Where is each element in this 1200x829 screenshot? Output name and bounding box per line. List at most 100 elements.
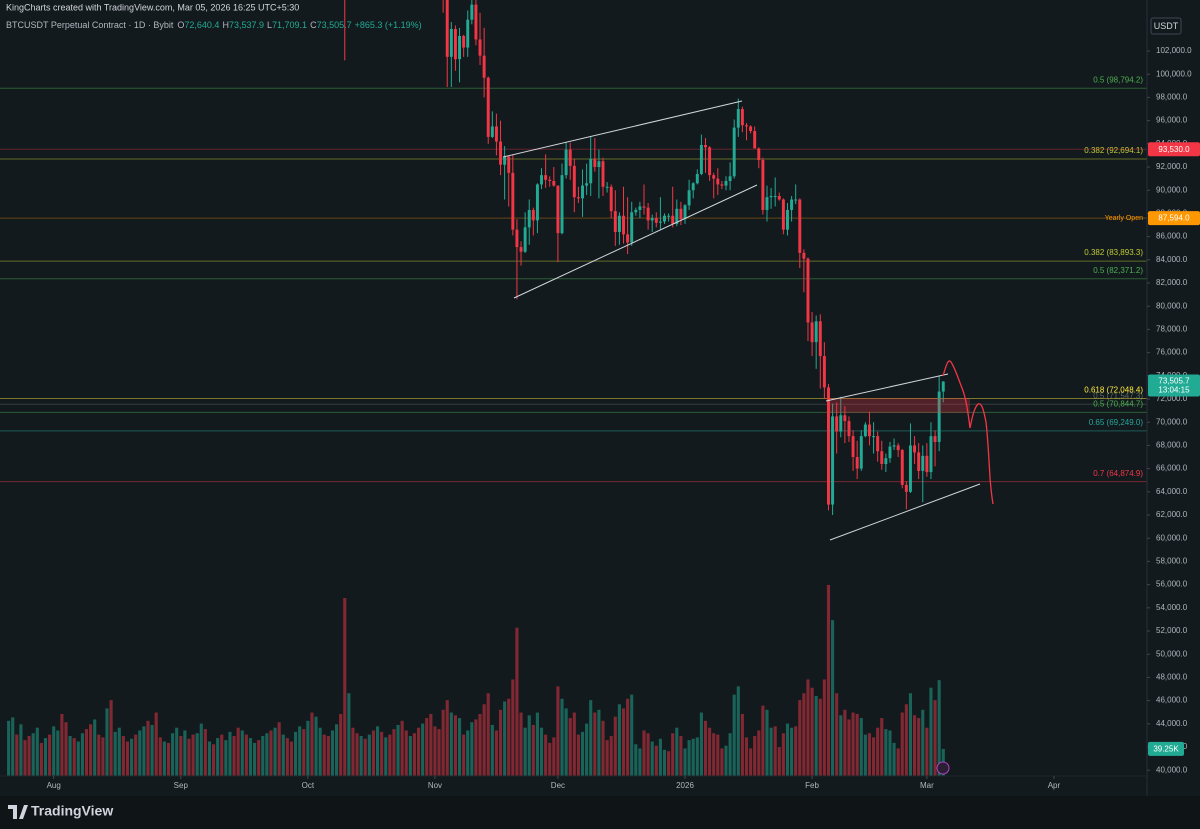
price-box bbox=[1148, 211, 1200, 226]
volume-bar bbox=[515, 627, 519, 776]
volume-bar bbox=[462, 734, 466, 776]
candle-body bbox=[581, 185, 584, 199]
candle-body bbox=[523, 227, 527, 252]
volume-bar bbox=[322, 734, 326, 776]
candle-body bbox=[572, 165, 576, 198]
volume-bar bbox=[699, 712, 703, 776]
volume-bar bbox=[105, 708, 109, 776]
volume-bar bbox=[630, 694, 634, 776]
candle-body bbox=[515, 229, 519, 248]
candle-body bbox=[650, 218, 654, 221]
volume-bar bbox=[445, 700, 449, 776]
volume-bar bbox=[937, 680, 941, 776]
volume-bar bbox=[183, 730, 187, 776]
candle-body bbox=[691, 183, 695, 191]
volume-bar bbox=[89, 724, 93, 776]
candle-body bbox=[613, 211, 617, 232]
volume-bar bbox=[613, 716, 617, 776]
volume-bar bbox=[371, 730, 376, 776]
volume-bar bbox=[294, 731, 298, 776]
fib-label: 0.65 (69,249.0) bbox=[1089, 418, 1144, 427]
candle-body bbox=[933, 436, 937, 442]
volume-bar bbox=[662, 749, 667, 776]
volume-bar bbox=[646, 733, 650, 776]
candle-body bbox=[470, 4, 474, 20]
volume-bar bbox=[855, 713, 859, 776]
volume-bar bbox=[642, 730, 646, 776]
volume-bar bbox=[273, 727, 277, 776]
candle-body bbox=[695, 173, 699, 184]
y-tick-label: 100,000.0 bbox=[1156, 69, 1192, 78]
candle-body bbox=[802, 252, 806, 259]
volume-bar bbox=[240, 730, 244, 776]
volume-bar bbox=[531, 724, 535, 776]
candle-body bbox=[486, 77, 490, 137]
volume-bar bbox=[503, 701, 507, 776]
candle-body bbox=[564, 149, 568, 176]
y-tick-label: 40,000.0 bbox=[1156, 765, 1188, 774]
volume-bar bbox=[814, 696, 818, 776]
candle-body bbox=[847, 421, 851, 437]
candle-body bbox=[712, 175, 716, 179]
volume-bar bbox=[367, 734, 371, 776]
candle-body bbox=[720, 184, 724, 186]
price-box bbox=[1148, 142, 1200, 157]
candle-body bbox=[507, 156, 511, 173]
candle-body bbox=[535, 184, 539, 221]
candle-body bbox=[892, 445, 896, 447]
candle-body bbox=[880, 451, 884, 464]
volume-bar bbox=[683, 748, 687, 776]
volume-bar bbox=[27, 736, 31, 776]
volume-bar bbox=[125, 741, 130, 776]
volume-bar bbox=[482, 704, 486, 776]
candle-body bbox=[786, 209, 789, 230]
candle-body bbox=[732, 127, 736, 177]
volume-bar bbox=[351, 727, 355, 776]
drawings bbox=[502, 100, 994, 775]
volume-bar bbox=[269, 730, 273, 776]
ohlc-value: 72,640.4 bbox=[184, 20, 219, 30]
volume-bar bbox=[171, 733, 175, 776]
trendline bbox=[825, 373, 949, 402]
volume-bar bbox=[794, 726, 798, 776]
volume-bar bbox=[142, 726, 146, 776]
volume-bar bbox=[560, 698, 564, 776]
volume-bar bbox=[453, 715, 457, 776]
y-tick-label: 66,000.0 bbox=[1156, 464, 1188, 473]
volume-bar bbox=[552, 737, 556, 776]
y-tick-label: 46,000.0 bbox=[1156, 696, 1188, 705]
candle-body bbox=[499, 141, 503, 165]
volume-bar bbox=[207, 741, 212, 776]
fib-label: 0.5 (98,794.2) bbox=[1093, 75, 1143, 84]
candle-body bbox=[576, 197, 580, 199]
price-box-label: 87,594.0 bbox=[1158, 214, 1190, 223]
volume-bar bbox=[23, 740, 27, 776]
currency: USDT bbox=[1154, 21, 1179, 31]
volume-bar bbox=[343, 598, 347, 776]
volume-bar bbox=[93, 719, 97, 776]
volume-bar bbox=[597, 709, 601, 776]
volume-bar bbox=[11, 717, 15, 776]
volume-bar bbox=[507, 698, 511, 776]
volume-bar bbox=[658, 738, 662, 776]
candle-body bbox=[540, 175, 544, 185]
volume-bar bbox=[617, 704, 621, 776]
volume-bar bbox=[785, 723, 790, 776]
volume-bar bbox=[236, 727, 240, 776]
axes: 40,000.042,000.044,000.046,000.048,000.0… bbox=[47, 46, 1200, 790]
volume-bar bbox=[248, 738, 253, 776]
y-tick-label: 80,000.0 bbox=[1156, 301, 1188, 310]
volume-bar bbox=[736, 686, 740, 776]
candle-body bbox=[687, 190, 691, 206]
volume-bar bbox=[908, 693, 913, 776]
candle-body bbox=[708, 147, 712, 176]
volume-bar bbox=[757, 730, 761, 776]
x-tick-label: Dec bbox=[551, 781, 565, 790]
plot-area: 0.5 (98,794.2) 0.382 (92,694.1) 0.382 (83,… bbox=[0, 0, 1147, 776]
candle-body bbox=[757, 148, 761, 161]
volume-bar bbox=[253, 742, 257, 776]
volume-bar bbox=[146, 720, 150, 776]
candle-body bbox=[699, 144, 703, 174]
candle-body bbox=[445, 0, 449, 57]
